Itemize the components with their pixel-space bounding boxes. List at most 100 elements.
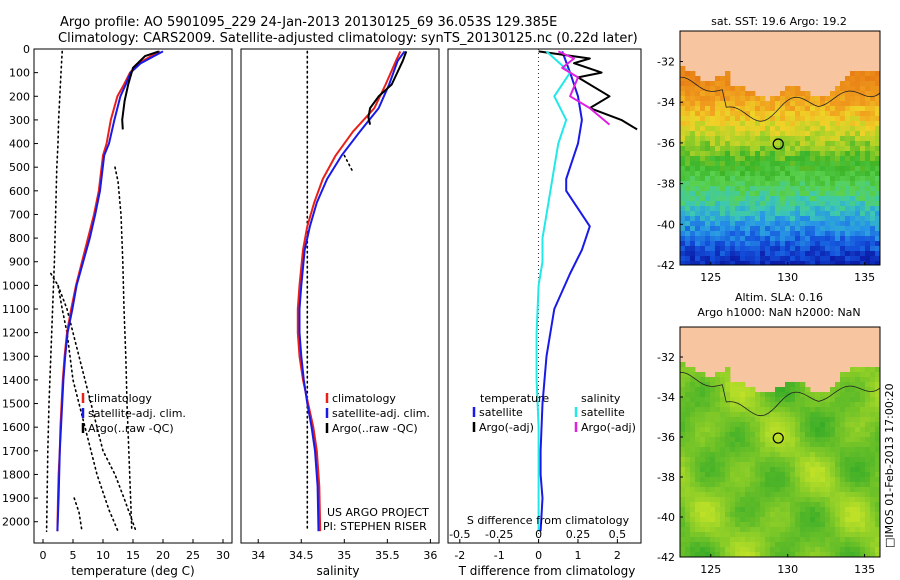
map-cell: [800, 201, 806, 207]
map-cell: [845, 196, 851, 202]
map-cell: [870, 487, 876, 493]
map-cell: [720, 537, 726, 543]
map-cell: [740, 527, 746, 533]
map-cell: [710, 387, 716, 393]
map-cell: [765, 186, 771, 192]
map-cell: [850, 156, 856, 162]
map-cell: [815, 126, 821, 132]
map-cell: [835, 512, 841, 518]
map-cell: [705, 206, 711, 212]
map-cell: [690, 221, 696, 227]
temperature-axes-frame: [33, 48, 233, 544]
map-cell: [725, 522, 731, 528]
map-cell: [690, 517, 696, 523]
map-cell: [850, 537, 856, 543]
map-cell: [775, 166, 781, 172]
map-cell: [830, 497, 836, 503]
map-cell: [785, 186, 791, 192]
map-cell: [750, 532, 756, 538]
map-cell: [775, 106, 781, 112]
map-cell: [715, 377, 721, 383]
map-cell: [755, 532, 761, 538]
map-cell: [860, 437, 866, 443]
map-cell: [770, 492, 776, 498]
map-cell: [815, 547, 821, 553]
map-cell: [865, 111, 871, 117]
map-cell: [755, 186, 761, 192]
map-cell: [725, 497, 731, 503]
map-cell: [745, 136, 751, 142]
map-cell: [725, 467, 731, 473]
map-cell: [795, 136, 801, 142]
map-cell: [690, 512, 696, 518]
map-cell: [695, 527, 701, 533]
map-cell: [865, 146, 871, 152]
map-cell: [730, 251, 736, 257]
map-cell: [705, 131, 711, 137]
map-cell: [775, 241, 781, 247]
map-cell: [715, 226, 721, 232]
map-cell: [830, 126, 836, 132]
map-cell: [790, 136, 796, 142]
map-cell: [690, 181, 696, 187]
map-cell: [785, 482, 791, 488]
map-cell: [820, 136, 826, 142]
map-cell: [855, 467, 861, 473]
map-cell: [700, 126, 706, 132]
map-cell: [790, 477, 796, 483]
map-cell: [825, 246, 831, 252]
map-cell: [715, 201, 721, 207]
map-cell: [775, 462, 781, 468]
map-cell: [850, 141, 856, 147]
map-cell: [845, 111, 851, 117]
map-cell: [775, 407, 781, 413]
map-cell: [720, 472, 726, 478]
map-cell: [680, 236, 686, 242]
map-cell: [830, 226, 836, 232]
map-cell: [810, 126, 816, 132]
map-cell: [795, 241, 801, 247]
map-cell: [840, 507, 846, 513]
map-cell: [775, 186, 781, 192]
map-cell: [835, 101, 841, 107]
map-cell: [705, 427, 711, 433]
map-cell: [745, 502, 751, 508]
map-cell: [815, 552, 821, 557]
map-cell: [810, 517, 816, 523]
map-cell: [755, 442, 761, 448]
map-cell: [725, 241, 731, 247]
map-cell: [790, 442, 796, 448]
map-cell: [845, 151, 851, 157]
map-cell: [780, 547, 786, 553]
map-cell: [695, 487, 701, 493]
map-cell: [700, 206, 706, 212]
map-cell: [745, 537, 751, 543]
map-cell: [875, 467, 880, 473]
map-cell: [805, 467, 811, 473]
map-cell: [680, 457, 686, 463]
map-cell: [870, 402, 876, 408]
map-cell: [715, 387, 721, 393]
map-cell: [725, 507, 731, 513]
map-cell: [725, 116, 731, 122]
map-cell: [845, 412, 851, 418]
map-cell: [760, 146, 766, 152]
map-cell: [680, 552, 686, 557]
map-cell: [845, 131, 851, 137]
map-cell: [830, 432, 836, 438]
map-cell: [715, 452, 721, 458]
map-cell: [695, 537, 701, 543]
map-cell: [770, 517, 776, 523]
map-cell: [845, 492, 851, 498]
map-cell: [730, 487, 736, 493]
map-cell: [710, 522, 716, 528]
map-cell: [720, 372, 726, 378]
y-tick-label: 900: [9, 256, 30, 269]
y-tick-label: -36: [657, 431, 675, 444]
y-tick-label: 1500: [2, 398, 30, 411]
map-cell: [860, 462, 866, 468]
map-cell: [740, 397, 746, 403]
map-cell: [810, 166, 816, 172]
map-cell: [695, 422, 701, 428]
map-cell: [805, 492, 811, 498]
